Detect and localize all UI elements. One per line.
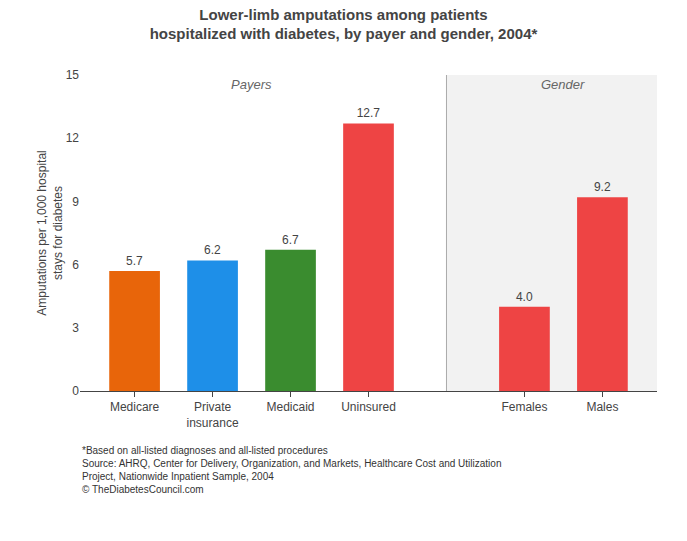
svg-text:6.2: 6.2 (204, 243, 221, 257)
svg-text:Females: Females (501, 400, 547, 414)
svg-text:12.7: 12.7 (357, 106, 381, 120)
svg-text:Gender: Gender (541, 77, 585, 92)
svg-text:Medicare: Medicare (110, 400, 160, 414)
svg-text:5.7: 5.7 (126, 254, 143, 268)
svg-text:6: 6 (72, 258, 79, 272)
svg-text:Uninsured: Uninsured (341, 400, 396, 414)
svg-text:Privateinsurance: Privateinsurance (187, 400, 239, 430)
svg-text:Lower-limb amputations among p: Lower-limb amputations among patientshos… (150, 6, 538, 43)
svg-text:0: 0 (72, 384, 79, 398)
svg-text:12: 12 (66, 131, 80, 145)
svg-text:Males: Males (586, 400, 618, 414)
svg-text:15: 15 (66, 68, 80, 82)
svg-text:9.2: 9.2 (594, 180, 611, 194)
svg-text:3: 3 (72, 321, 79, 335)
svg-text:Payers: Payers (231, 77, 272, 92)
svg-text:*Based on all-listed diagnoses: *Based on all-listed diagnoses and all-l… (82, 445, 501, 495)
svg-text:Amputations per 1,000 hospital: Amputations per 1,000 hospitalstays for … (35, 150, 65, 315)
svg-text:4.0: 4.0 (516, 290, 533, 304)
svg-text:Medicaid: Medicaid (267, 400, 315, 414)
svg-text:6.7: 6.7 (282, 233, 299, 247)
svg-text:9: 9 (72, 195, 79, 209)
